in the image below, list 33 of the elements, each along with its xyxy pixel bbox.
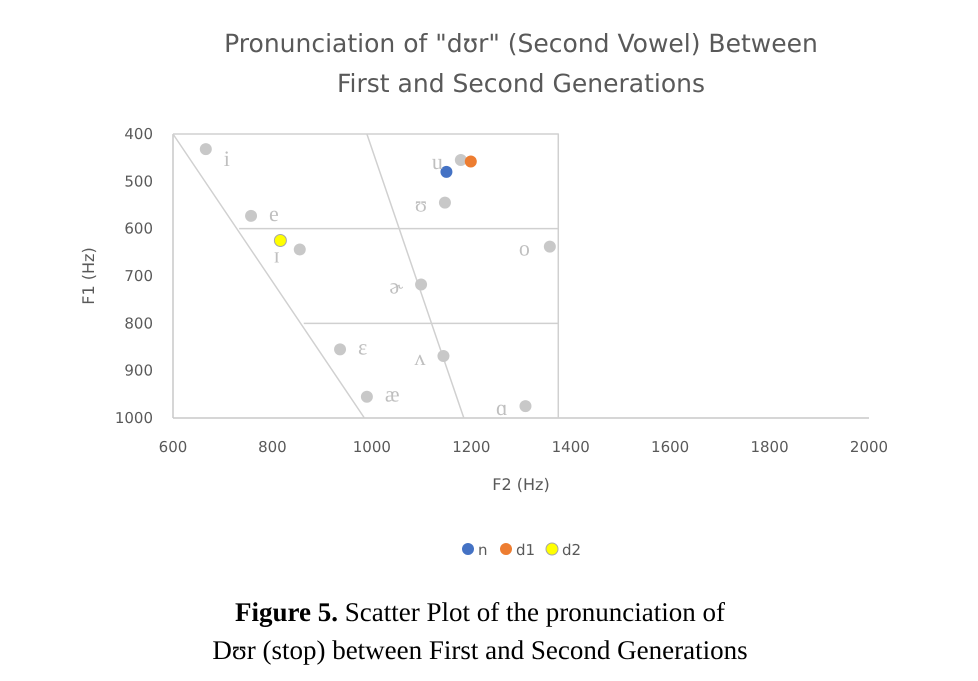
y-tick-label: 600 [124, 220, 153, 238]
annotation: o [518, 236, 530, 261]
annotation: ɚ [389, 274, 404, 299]
chart-title: Pronunciation of "dʊr" (Second Vowel) Between First and Second Generations [224, 29, 818, 98]
y-tick-label: 800 [124, 314, 153, 332]
annotation: i [224, 146, 230, 172]
annotation: æ [384, 382, 400, 407]
x-tick-label: 800 [258, 438, 287, 456]
x-tick-label: 1600 [651, 438, 690, 456]
x-tick-label: 1400 [552, 438, 590, 456]
x-tick-label: 1200 [452, 438, 490, 456]
y-axis-title: F1 (Hz) [79, 247, 98, 305]
x-tick-label: 1000 [352, 438, 391, 456]
y-tick-label: 1000 [114, 409, 153, 427]
legend-label: d1 [516, 541, 536, 559]
annotation: ɪ [274, 242, 280, 268]
legend-label: n [478, 541, 488, 559]
y-tick-label: 700 [124, 267, 153, 285]
annotation: ʌ [414, 344, 426, 370]
x-axis-title: F2 (Hz) [492, 475, 550, 494]
annotation: ʊ [414, 192, 427, 217]
annotation: ɛ [358, 334, 368, 360]
caption: Figure 5. Scatter Plot of the pronunciation of Dʊr (stop) between First and Second Generations [212, 597, 748, 665]
y-tick-label: 400 [124, 125, 153, 143]
x-tick-label: 1800 [750, 438, 789, 456]
y-tick-label: 500 [124, 172, 153, 190]
x-tick-label: 600 [158, 438, 188, 456]
annotation: u [432, 149, 443, 174]
y-tick-label: 900 [124, 362, 153, 380]
annotation: ɑ [496, 395, 508, 420]
legend-label: d2 [562, 541, 582, 559]
x-tick-label: 2000 [850, 438, 888, 456]
annotation: e [269, 200, 279, 226]
